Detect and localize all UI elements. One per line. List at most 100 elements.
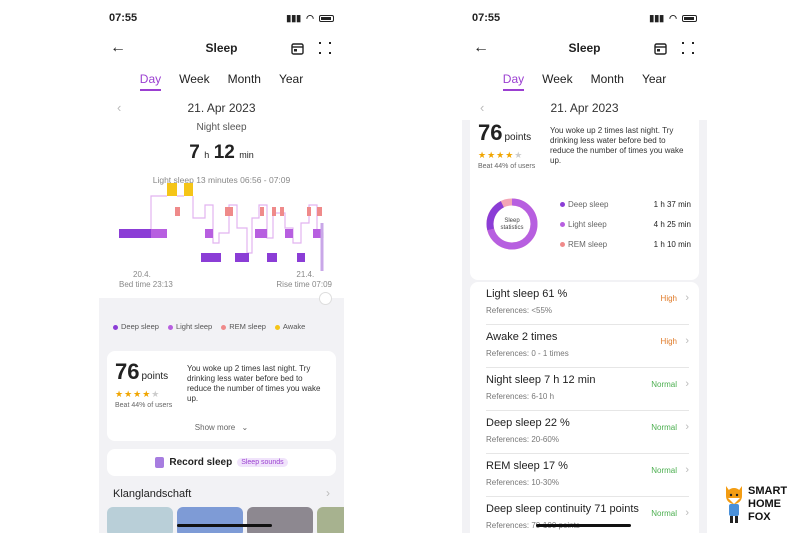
light-sleep-segment <box>313 229 321 238</box>
sleep-score-card: 76 points ★★★★★ Beat 44% of users You wok… <box>107 351 336 441</box>
light-sleep-segment <box>285 229 293 238</box>
light-sleep-segment <box>255 229 267 238</box>
soundscape-heading: Klanglandschaft <box>113 488 192 500</box>
record-sleep-button[interactable]: Record sleep Sleep sounds <box>107 449 336 476</box>
app-bar: ← Sleep <box>109 38 334 58</box>
rem-sleep-segment <box>175 207 180 216</box>
soundscape-thumb[interactable] <box>107 507 173 533</box>
score-value: 76 <box>478 120 503 145</box>
calendar-icon[interactable] <box>651 39 669 57</box>
chevron-right-icon: › <box>685 421 689 433</box>
chevron-right-icon: › <box>685 378 689 390</box>
light-sleep-segment <box>205 229 213 238</box>
night-sleep-label: Night sleep <box>196 122 247 133</box>
rise-time: 21.4. Rise time 07:09 <box>276 270 332 290</box>
deep-sleep-segment <box>297 253 305 262</box>
fullscreen-icon[interactable] <box>316 39 334 57</box>
tab-month[interactable]: Month <box>227 72 261 86</box>
light-sleep-segment <box>151 229 167 238</box>
tab-year[interactable]: Year <box>278 72 304 86</box>
date-selector: ‹ 21. Apr 2023 <box>99 100 344 115</box>
smart-home-fox-logo: SMART HOME FOX <box>722 484 794 528</box>
svg-text:statistics: statistics <box>500 225 523 231</box>
legend-deep: Deep sleep <box>113 322 159 331</box>
status-badge: Normal <box>651 466 677 475</box>
rem-sleep-segment <box>260 207 264 216</box>
sleep-stage-chart <box>119 183 324 271</box>
reference-row[interactable]: REM sleep 17 % References: 10-30% Normal… <box>486 454 689 497</box>
chevron-right-icon: › <box>685 464 689 476</box>
date-selector: ‹ 21. Apr 2023 <box>462 100 707 115</box>
chevron-right-icon[interactable]: › <box>326 486 330 500</box>
sleep-statistics-donut: Sleep statistics <box>486 198 538 250</box>
tab-day[interactable]: Day <box>502 72 525 91</box>
stat-deep-sleep: Deep sleep 1 h 37 min <box>560 200 691 220</box>
status-bar: 07:55 ▮▮▮ ◠ <box>109 10 334 26</box>
deep-sleep-segment <box>235 253 249 262</box>
reference-row[interactable]: Night sleep 7 h 12 min References: 6-10 … <box>486 368 689 411</box>
reference-row[interactable]: Deep sleep 22 % References: 20-60% Norma… <box>486 411 689 454</box>
status-bar: 07:55 ▮▮▮ ◠ <box>472 10 697 26</box>
rem-sleep-segment <box>280 207 284 216</box>
tab-year[interactable]: Year <box>641 72 667 86</box>
rating-stars: ★★★★★ <box>115 389 161 399</box>
chevron-right-icon: › <box>685 335 689 347</box>
sleep-sounds-badge: Sleep sounds <box>237 458 288 467</box>
sleep-advice: You woke up 2 times last night. Try drin… <box>550 126 684 165</box>
stat-light-sleep: Light sleep 4 h 25 min <box>560 220 691 240</box>
chevron-right-icon: › <box>685 507 689 519</box>
signal-icon: ▮▮▮ <box>286 12 302 23</box>
selected-date: 21. Apr 2023 <box>187 101 256 115</box>
soundscape-thumb[interactable] <box>247 507 313 533</box>
tab-week[interactable]: Week <box>179 72 210 86</box>
status-time: 07:55 <box>472 12 501 24</box>
deep-sleep-segment <box>201 253 221 262</box>
soundscape-thumb[interactable] <box>317 507 344 533</box>
status-badge: High <box>660 294 677 303</box>
tab-day[interactable]: Day <box>139 72 162 91</box>
light-sleep-note: Light sleep 13 minutes 06:56 - 07:09 <box>152 175 291 185</box>
legend-awake: Awake <box>274 322 305 331</box>
phone-screen-left: 07:55 ▮▮▮ ◠ ← Sleep Day Week Month Year … <box>99 0 344 533</box>
sleep-advice: You woke up 2 times last night. Try drin… <box>187 364 321 403</box>
reference-row[interactable]: Deep sleep continuity 71 points Referenc… <box>486 503 689 530</box>
fox-mascot-icon <box>726 486 742 523</box>
show-more-button[interactable]: Show more ⌄ <box>194 423 249 432</box>
deep-sleep-segment <box>267 253 277 262</box>
tab-week[interactable]: Week <box>542 72 573 86</box>
rating-stars: ★★★★★ <box>478 150 524 160</box>
chart-legend: Deep sleep Light sleep REM sleep Awake <box>113 322 344 331</box>
sleep-duration: 7 h 12 min <box>189 142 254 163</box>
tab-month[interactable]: Month <box>590 72 624 86</box>
stat-rem-sleep: REM sleep 1 h 10 min <box>560 240 691 260</box>
bed-time: 20.4. Bed time 23:13 <box>119 270 173 290</box>
back-arrow-icon[interactable]: ← <box>473 39 489 56</box>
legend-light: Light sleep <box>167 322 212 331</box>
status-time: 07:55 <box>109 12 138 24</box>
deep-sleep-segment <box>119 229 151 238</box>
chevron-left-icon[interactable]: ‹ <box>117 100 122 115</box>
chevron-right-icon: › <box>685 292 689 304</box>
status-badge: Normal <box>651 423 677 432</box>
reference-row[interactable]: Light sleep 61 % References: <55% High › <box>486 282 689 325</box>
awake-segment <box>184 183 193 196</box>
soundscape-thumb[interactable] <box>177 507 243 533</box>
back-arrow-icon[interactable]: ← <box>110 39 126 56</box>
status-badge: Normal <box>651 509 677 518</box>
score-unit: points <box>141 371 169 382</box>
svg-text:Sleep: Sleep <box>504 218 520 224</box>
selected-date: 21. Apr 2023 <box>550 101 619 115</box>
calendar-icon[interactable] <box>288 39 306 57</box>
beat-users: Beat 44% of users <box>115 402 173 409</box>
scrubber-handle[interactable] <box>319 292 332 305</box>
chevron-down-icon: ⌄ <box>241 423 249 432</box>
period-tabs: Day Week Month Year <box>99 72 344 91</box>
home-indicator <box>177 524 272 527</box>
chevron-left-icon[interactable]: ‹ <box>480 100 485 115</box>
reference-row[interactable]: Awake 2 times References: 0 - 1 times Hi… <box>486 325 689 368</box>
sleep-score-card: 76 points ★★★★★ Beat 44% of users You wok… <box>470 120 699 280</box>
signal-icon: ▮▮▮ <box>649 12 665 23</box>
legend-rem: REM sleep <box>221 322 266 331</box>
status-badge: Normal <box>651 380 677 389</box>
fullscreen-icon[interactable] <box>679 39 697 57</box>
